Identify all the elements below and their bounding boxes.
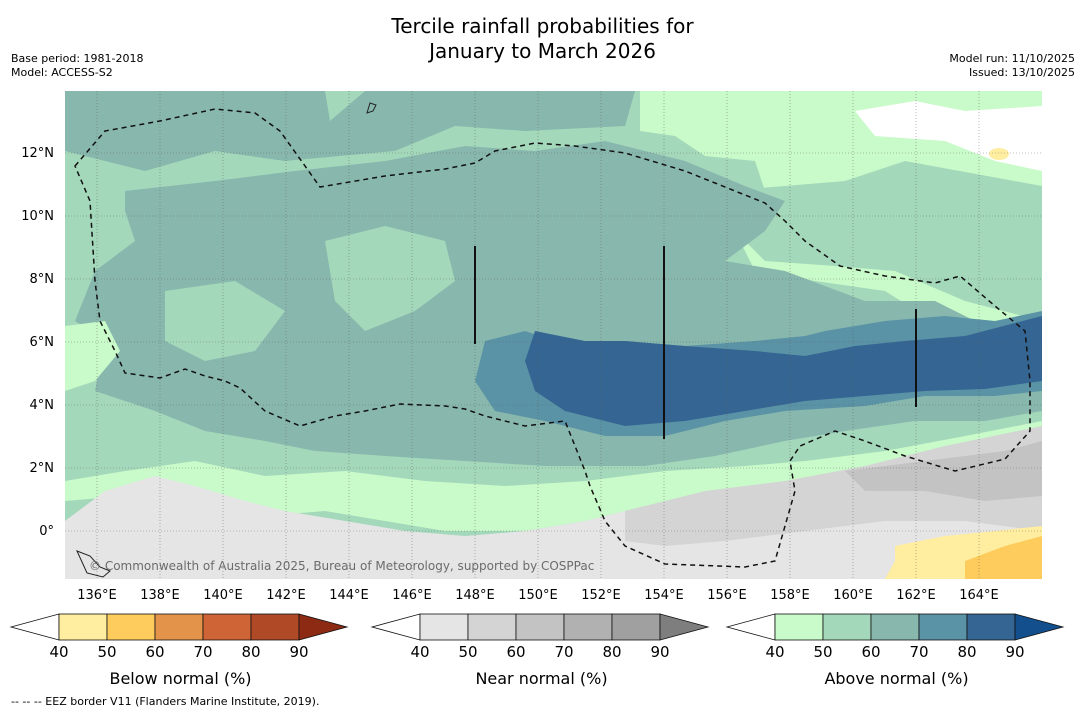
lat-label-4n: 4°N — [29, 398, 55, 413]
colorbar-near-cap-left — [370, 613, 421, 641]
near-tick-70: 70 — [554, 643, 574, 661]
colorbar-above-bin-60 — [870, 613, 920, 641]
above-40-region-south — [65, 421, 1042, 531]
lat-label-8n: 8°N — [29, 272, 55, 287]
lon-label-154e: 154°E — [644, 588, 684, 603]
colorbar-below-bin-60 — [154, 613, 204, 641]
below-tick-80: 80 — [241, 643, 261, 661]
above-tick-40: 40 — [765, 643, 785, 661]
lon-label-148e: 148°E — [455, 588, 495, 603]
above-50-patch-west — [165, 281, 285, 361]
colorbar-below-bin-80 — [250, 613, 300, 641]
title-line-1: Tercile rainfall probabilities for — [391, 14, 694, 38]
below-tick-50: 50 — [97, 643, 117, 661]
colorbar-near-bin-70 — [563, 613, 613, 641]
lon-label-136e: 136°E — [77, 588, 117, 603]
lat-label-6n: 6°N — [29, 335, 55, 350]
colorbar-below-bin-50 — [106, 613, 156, 641]
lat-label-12n: 12°N — [21, 146, 54, 161]
colorbar-near-bin-40 — [419, 613, 469, 641]
lon-label-144e: 144°E — [329, 588, 369, 603]
above-tick-50: 50 — [813, 643, 833, 661]
near-tick-40: 40 — [410, 643, 430, 661]
lon-label-146e: 146°E — [392, 588, 432, 603]
title-line-2: January to March 2026 — [429, 39, 656, 63]
colorbar-above-title: Above normal (%) — [824, 669, 969, 688]
near-tick-90: 90 — [650, 643, 670, 661]
colorbar-near — [370, 613, 710, 641]
lon-label-152e: 152°E — [581, 588, 621, 603]
above-tick-90: 90 — [1005, 643, 1025, 661]
colorbar-below-cap-left — [9, 613, 60, 641]
colorbar-below-cap-right — [298, 613, 349, 641]
lon-label-150e: 150°E — [518, 588, 558, 603]
near-60-region-south — [845, 441, 1042, 501]
near-40-region-south — [65, 426, 1042, 579]
eez-footnote: -- -- -- EEZ border V11 (Flanders Marine… — [11, 695, 320, 708]
lon-label-138e: 138°E — [140, 588, 180, 603]
chart-title: Tercile rainfall probabilities for Janua… — [0, 14, 1085, 64]
model-run-text: Model run: 11/10/2025 — [949, 52, 1075, 65]
colorbar-above-cap-left — [725, 613, 776, 641]
lon-label-162e: 162°E — [896, 588, 936, 603]
island-north — [366, 102, 377, 114]
colorbar-near-bin-60 — [515, 613, 565, 641]
lon-label-140e: 140°E — [203, 588, 243, 603]
above-tick-60: 60 — [861, 643, 881, 661]
lon-label-142e: 142°E — [266, 588, 306, 603]
below-tick-70: 70 — [193, 643, 213, 661]
colorbar-above-cap-right — [1014, 613, 1065, 641]
colorbar-above-bin-40 — [774, 613, 824, 641]
copyright-text: © Commonwealth of Australia 2025, Bureau… — [89, 559, 594, 573]
below-tick-90: 90 — [289, 643, 309, 661]
below-50-region-southeast — [965, 536, 1042, 579]
colorbar-near-bin-80 — [611, 613, 661, 641]
colorbar-above-bin-50 — [822, 613, 872, 641]
meta-left: Base period: 1981-2018 Model: ACCESS-S2 — [11, 52, 143, 80]
colorbar-below — [9, 613, 349, 641]
colorbar-above-bin-70 — [918, 613, 968, 641]
below-40-patch-northeast — [989, 148, 1009, 160]
colorbar-above-bin-80 — [966, 613, 1016, 641]
above-tick-70: 70 — [909, 643, 929, 661]
lon-label-164e: 164°E — [959, 588, 999, 603]
colorbar-above — [725, 613, 1065, 641]
above-60-region-north — [65, 91, 635, 171]
colorbar-below-bin-40 — [58, 613, 108, 641]
model-text: Model: ACCESS-S2 — [11, 66, 113, 79]
above-50-patch-central — [325, 226, 455, 331]
colorbar-near-title: Near normal (%) — [475, 669, 608, 688]
near-tick-60: 60 — [506, 643, 526, 661]
near-tick-80: 80 — [602, 643, 622, 661]
lon-label-158e: 158°E — [770, 588, 810, 603]
coastline-bottom-left — [76, 550, 111, 578]
lat-label-0: 0° — [39, 524, 54, 539]
near-tick-50: 50 — [458, 643, 478, 661]
above-tick-80: 80 — [957, 643, 977, 661]
base-period-text: Base period: 1981-2018 — [11, 52, 144, 65]
lat-label-2n: 2°N — [29, 461, 55, 476]
issued-text: Issued: 13/10/2025 — [968, 66, 1075, 79]
lat-label-10n: 10°N — [21, 209, 54, 224]
colorbar-below-bin-70 — [202, 613, 252, 641]
colorbar-near-cap-right — [659, 613, 710, 641]
probability-map: © Commonwealth of Australia 2025, Bureau… — [65, 91, 1042, 579]
near-50-region-south — [625, 426, 1042, 546]
graticule — [65, 91, 1042, 579]
meta-right: Model run: 11/10/2025 Issued: 13/10/2025 — [949, 52, 1075, 80]
below-tick-60: 60 — [145, 643, 165, 661]
above-80-region — [525, 316, 1042, 426]
below-tick-40: 40 — [49, 643, 69, 661]
above-50-region-east — [725, 161, 1042, 321]
lon-label-156e: 156°E — [707, 588, 747, 603]
lon-label-160e: 160°E — [833, 588, 873, 603]
colorbar-below-title: Below normal (%) — [109, 669, 252, 688]
above-40-patch-west — [65, 321, 120, 391]
eez-border — [74, 108, 1031, 568]
colorbar-near-bin-50 — [467, 613, 517, 641]
